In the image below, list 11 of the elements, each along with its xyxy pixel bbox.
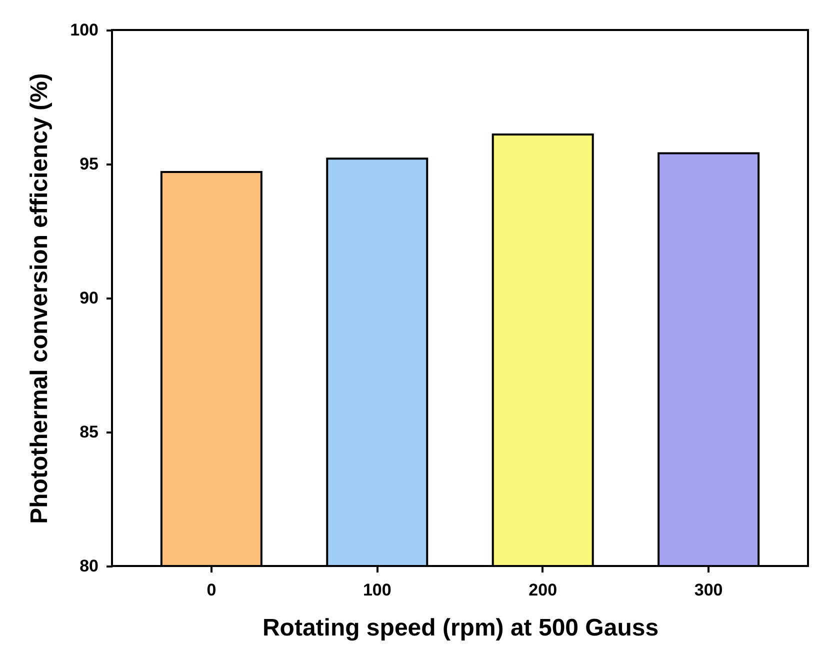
y-tick-label: 95 bbox=[80, 154, 98, 174]
y-tick-label: 100 bbox=[70, 20, 98, 40]
y-tick-label: 90 bbox=[80, 288, 98, 308]
x-tick-label: 100 bbox=[362, 580, 392, 600]
x-tick-label: 0 bbox=[206, 580, 216, 600]
y-tick-label: 80 bbox=[80, 556, 98, 576]
y-axis-title: Photothermal conversion efficiency (%) bbox=[26, 73, 54, 524]
x-tick-label: 300 bbox=[694, 580, 723, 600]
x-axis-title: Rotating speed (rpm) at 500 Gauss bbox=[262, 614, 659, 642]
x-tick-label: 200 bbox=[528, 580, 558, 600]
y-tick-label: 85 bbox=[80, 422, 98, 442]
